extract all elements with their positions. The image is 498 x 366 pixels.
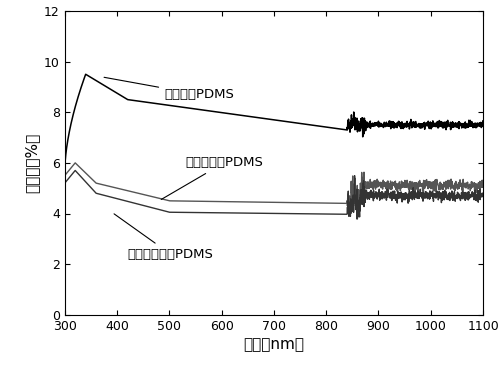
Text: 金字塔结构PDMS: 金字塔结构PDMS (161, 156, 263, 199)
X-axis label: 波长（nm）: 波长（nm） (244, 337, 304, 352)
Y-axis label: 反射率（%）: 反射率（%） (25, 133, 40, 193)
Text: 微纳混合结构PDMS: 微纳混合结构PDMS (114, 214, 213, 261)
Text: 平板结构PDMS: 平板结构PDMS (104, 77, 234, 101)
